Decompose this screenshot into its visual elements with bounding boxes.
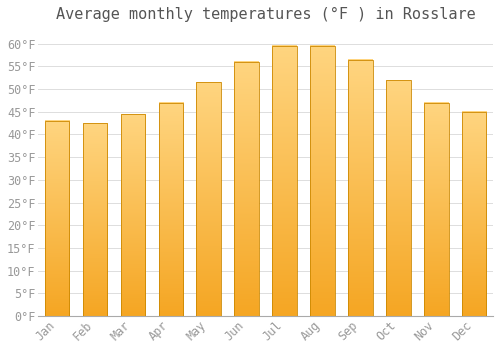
- Bar: [158, 103, 183, 316]
- Bar: [310, 46, 335, 316]
- Bar: [83, 123, 108, 316]
- Bar: [462, 112, 486, 316]
- Bar: [120, 114, 146, 316]
- Bar: [424, 103, 448, 316]
- Bar: [386, 80, 410, 316]
- Bar: [196, 82, 221, 316]
- Title: Average monthly temperatures (°F ) in Rosslare: Average monthly temperatures (°F ) in Ro…: [56, 7, 476, 22]
- Bar: [272, 46, 297, 316]
- Bar: [234, 62, 259, 316]
- Bar: [348, 60, 372, 316]
- Bar: [45, 121, 70, 316]
